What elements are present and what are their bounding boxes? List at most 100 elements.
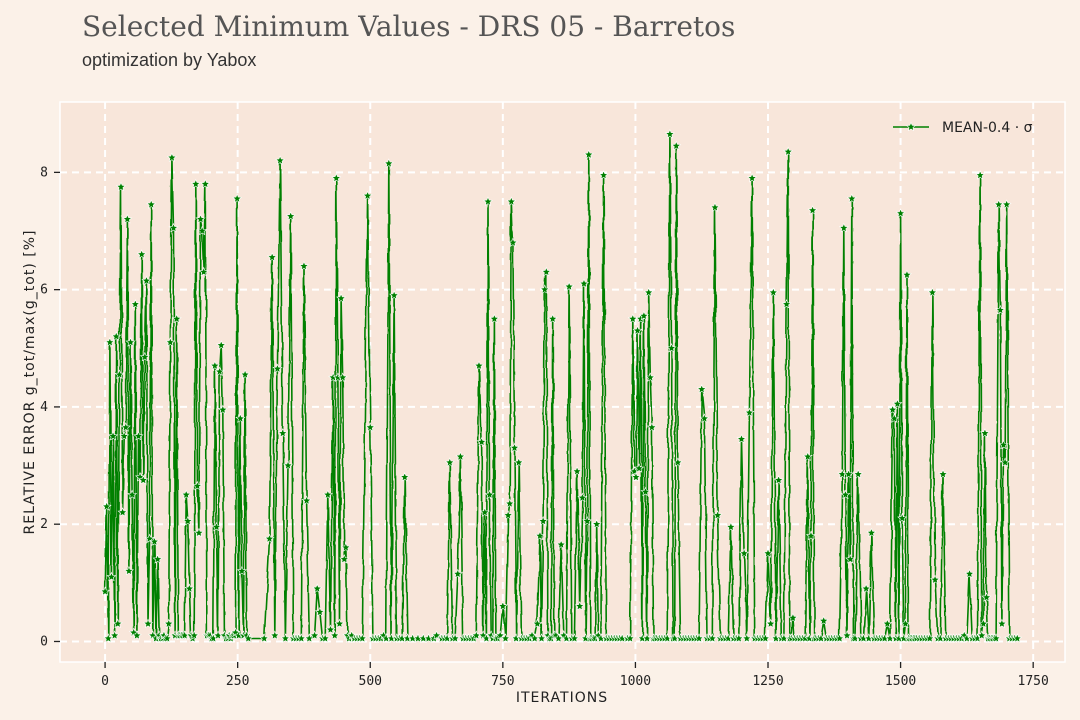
- y-axis-label: RELATIVE ERROR g_tot/max(g_tot) [%]: [22, 230, 38, 535]
- data-point-0-121: [337, 372, 348, 382]
- data-point-0-93: [267, 252, 278, 262]
- data-point-0-341: [861, 583, 872, 593]
- data-point-0-195: [532, 618, 543, 629]
- data-point-0-21: [133, 430, 144, 441]
- data-point-0-258: [664, 128, 675, 139]
- data-point-0-17: [127, 489, 138, 500]
- data-point-0-299: [768, 287, 779, 297]
- data-point-0-406: [1001, 199, 1012, 209]
- data-point-0-273: [699, 413, 710, 423]
- data-point-0-40: [163, 618, 174, 629]
- data-point-0-94: [269, 630, 280, 640]
- data-point-0-404: [998, 439, 1009, 450]
- data-point-0-122: [339, 554, 350, 564]
- data-point-0-16: [125, 337, 136, 347]
- y-tick-label-1: 2: [40, 517, 48, 532]
- data-point-0-403: [996, 618, 1007, 629]
- data-point-0-45: [171, 313, 182, 324]
- data-point-0-100: [285, 211, 296, 221]
- data-point-0-220: [583, 149, 594, 160]
- data-point-0-200: [541, 266, 552, 277]
- data-point-0-52: [182, 515, 193, 526]
- x-tick-label-2: 500: [359, 674, 382, 689]
- data-point-0-392: [978, 618, 989, 629]
- data-point-0-26: [141, 275, 152, 286]
- data-point-0-23: [136, 249, 147, 259]
- data-point-0-393: [979, 428, 990, 438]
- data-point-0-72: [214, 366, 225, 377]
- legend-label: MEAN-0.4 · σ: [942, 120, 1033, 136]
- data-point-0-41: [165, 337, 176, 347]
- data-point-0-283: [725, 521, 736, 532]
- data-point-0-291: [747, 172, 758, 183]
- data-point-0-39: [162, 633, 173, 643]
- data-point-0-86: [236, 565, 247, 576]
- data-point-0-5: [108, 430, 119, 441]
- data-point-0-0: [100, 586, 111, 596]
- data-point-0-373: [930, 574, 941, 585]
- data-point-0-19: [130, 299, 141, 309]
- data-point-0-288: [739, 548, 750, 558]
- x-tick-label-1: 250: [226, 674, 249, 689]
- data-point-0-287: [736, 433, 747, 444]
- data-point-0-242: [634, 463, 645, 473]
- data-point-0-217: [578, 278, 590, 289]
- data-point-0-53: [184, 583, 195, 593]
- data-point-0-278: [712, 510, 723, 520]
- data-point-0-208: [556, 539, 567, 549]
- series-layer: [100, 128, 1023, 643]
- data-point-0-167: [473, 360, 484, 371]
- data-point-0-360: [901, 269, 912, 280]
- data-point-0-359: [900, 618, 911, 629]
- data-point-0-58: [192, 480, 203, 491]
- data-point-0-173: [484, 489, 495, 500]
- data-point-0-141: [389, 290, 400, 300]
- data-point-0-92: [264, 533, 275, 544]
- data-point-0-372: [927, 287, 938, 297]
- data-point-0-170: [479, 507, 490, 517]
- data-point-0-160: [455, 451, 466, 462]
- data-point-0-57: [190, 178, 201, 189]
- data-point-0-290: [744, 407, 755, 418]
- data-point-0-112: [320, 633, 331, 643]
- x-tick-label-3: 750: [491, 674, 514, 689]
- y-tick-label-2: 4: [40, 400, 48, 415]
- data-point-0-305: [783, 146, 794, 157]
- data-point-0-99: [283, 460, 294, 470]
- chart-title: Selected Minimum Values - DRS 05 - Barre…: [82, 10, 736, 43]
- data-point-0-119: [334, 618, 345, 629]
- data-point-0-70: [211, 521, 222, 532]
- data-point-0-73: [216, 340, 227, 350]
- legend-star-marker: [905, 121, 917, 132]
- data-point-0-240: [630, 472, 641, 482]
- data-point-0-328: [834, 633, 845, 643]
- data-point-0-42: [166, 152, 177, 162]
- data-point-0-83: [232, 193, 243, 204]
- data-point-0-249: [645, 372, 656, 382]
- x-axis-ticks: 0 250 500 750 1000 1250 1500 1750: [101, 662, 1049, 689]
- data-point-0-228: [598, 170, 609, 180]
- data-point-0-1: [101, 501, 112, 511]
- data-point-0-114: [325, 624, 336, 635]
- data-point-0-24: [138, 474, 149, 485]
- x-tick-label-6: 1500: [885, 674, 916, 689]
- data-point-0-10: [115, 181, 127, 192]
- x-tick-label-4: 1000: [620, 674, 651, 689]
- data-point-0-15: [123, 565, 134, 576]
- data-point-0-159: [452, 568, 463, 579]
- data-point-0-6: [109, 630, 120, 640]
- data-point-0-277: [709, 202, 720, 212]
- data-point-0-335: [846, 193, 857, 204]
- data-point-0-298: [765, 618, 776, 629]
- data-point-0-27: [143, 618, 154, 629]
- data-point-0-20: [131, 630, 142, 640]
- data-point-0-8: [112, 618, 123, 629]
- data-point-0-117: [331, 172, 342, 183]
- data-point-0-9: [114, 369, 125, 379]
- data-point-0-139: [383, 158, 394, 168]
- data-point-0-316: [805, 530, 816, 541]
- data-point-0-188: [513, 457, 524, 467]
- chart-subtitle: optimization by Yabox: [82, 50, 257, 70]
- data-point-0-211: [564, 281, 575, 291]
- y-tick-label-3: 6: [40, 283, 48, 298]
